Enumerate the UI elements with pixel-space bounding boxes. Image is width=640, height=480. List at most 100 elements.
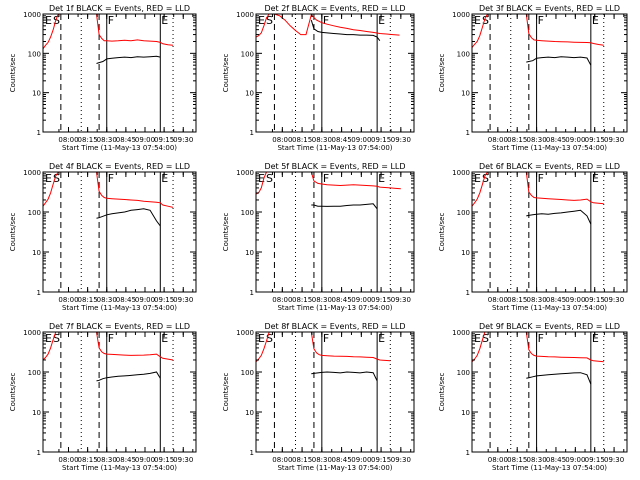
x-tick-label: 08:15: [507, 456, 527, 464]
y-tick-label: 1: [466, 449, 470, 457]
x-tick-label: 09:30: [173, 456, 193, 464]
marker-label-e: E: [258, 332, 265, 345]
marker-label-e: E: [258, 172, 265, 185]
marker-label-f: F: [323, 14, 329, 27]
events-series-line: [526, 56, 592, 66]
y-tick-label: 100: [241, 369, 254, 377]
x-tick-label: 08:30: [312, 296, 332, 304]
marker-label-e: E: [474, 14, 481, 27]
x-axis-label: Start Time (11-May-13 07:54:00): [492, 304, 607, 312]
x-tick-label: 08:45: [546, 456, 566, 464]
plot-frame: [42, 171, 197, 293]
x-tick-label: 08:15: [78, 456, 98, 464]
marker-label-f: F: [108, 14, 114, 27]
y-axis-label: Counts/sec: [438, 373, 446, 412]
x-tick-label: 08:30: [97, 136, 117, 144]
marker-label-e: E: [161, 332, 168, 345]
x-tick-label: 08:30: [312, 456, 332, 464]
x-tick-label: 08:00: [488, 136, 508, 144]
y-tick-label: 1000: [236, 11, 254, 19]
y-tick-label: 1000: [452, 11, 470, 19]
x-tick-label: 08:15: [507, 296, 527, 304]
y-axis-label: Counts/sec: [222, 54, 230, 93]
x-tick-label: 08:30: [526, 296, 546, 304]
events-series-line: [96, 208, 161, 227]
marker-label-e: E: [592, 172, 599, 185]
x-tick-label: 08:45: [116, 456, 136, 464]
marker-label-e: E: [45, 172, 52, 185]
panel-title: Det 6f BLACK = Events, RED = LLD: [479, 162, 620, 171]
x-tick-label: 09:15: [585, 456, 605, 464]
panel-title: Det 9f BLACK = Events, RED = LLD: [479, 322, 620, 331]
y-axis-label: Counts/sec: [438, 54, 446, 93]
x-tick-label: 09:30: [391, 296, 411, 304]
x-tick-label: 09:15: [371, 456, 391, 464]
panel-title: Det 2f BLACK = Events, RED = LLD: [264, 4, 405, 13]
x-tick-label: 08:15: [78, 296, 98, 304]
plot-frame: [471, 13, 628, 133]
lld-series-line: [256, 172, 401, 195]
marker-label-s: S: [266, 332, 273, 345]
x-tick-label: 08:15: [507, 136, 527, 144]
lld-series-line: [472, 14, 604, 48]
y-axis-label: Counts/sec: [9, 373, 17, 412]
y-tick-label: 1: [250, 129, 254, 137]
x-tick-label: 09:30: [391, 136, 411, 144]
x-tick-label: 08:15: [78, 136, 98, 144]
y-tick-label: 10: [245, 409, 254, 417]
x-tick-label: 09:30: [604, 136, 624, 144]
y-tick-label: 1: [37, 129, 41, 137]
x-axis-label: Start Time (11-May-13 07:54:00): [277, 304, 392, 312]
x-tick-label: 08:00: [58, 296, 78, 304]
panel-title: Det 7f BLACK = Events, RED = LLD: [49, 322, 190, 331]
x-axis-label: Start Time (11-May-13 07:54:00): [62, 464, 177, 472]
events-series-line: [526, 372, 592, 385]
x-tick-label: 09:30: [173, 296, 193, 304]
x-tick-label: 08:30: [97, 296, 117, 304]
x-tick-label: 08:00: [272, 296, 292, 304]
marker-label-e: E: [592, 14, 599, 27]
plot-frame: [471, 171, 628, 293]
x-tick-label: 09:15: [585, 136, 605, 144]
x-tick-label: 09:00: [351, 456, 371, 464]
y-tick-label: 1: [466, 129, 470, 137]
x-axis-label: Start Time (11-May-13 07:54:00): [277, 464, 392, 472]
x-tick-label: 08:00: [272, 136, 292, 144]
plot-frame: [42, 13, 197, 133]
events-series-line: [311, 203, 378, 210]
plot-frame: [255, 171, 415, 293]
marker-label-f: F: [538, 332, 544, 345]
x-tick-label: 09:15: [371, 296, 391, 304]
x-tick-label: 08:45: [331, 296, 351, 304]
x-axis-label: Start Time (11-May-13 07:54:00): [62, 304, 177, 312]
plot-frame: [255, 331, 415, 453]
x-tick-label: 08:15: [292, 136, 312, 144]
marker-label-f: F: [538, 172, 544, 185]
y-tick-label: 10: [461, 90, 470, 98]
x-tick-label: 08:30: [526, 456, 546, 464]
marker-label-s: S: [53, 332, 60, 345]
panel-title: Det 1f BLACK = Events, RED = LLD: [49, 4, 190, 13]
x-tick-label: 08:15: [292, 296, 312, 304]
x-tick-label: 09:30: [604, 456, 624, 464]
panel-title: Det 8f BLACK = Events, RED = LLD: [264, 322, 405, 331]
y-tick-label: 100: [28, 369, 41, 377]
x-tick-label: 09:30: [391, 456, 411, 464]
y-axis-label: Counts/sec: [9, 54, 17, 93]
events-series-line: [96, 55, 161, 64]
plot-frame: [42, 331, 197, 453]
x-axis-label: Start Time (11-May-13 07:54:00): [492, 464, 607, 472]
marker-label-f: F: [108, 172, 114, 185]
x-tick-label: 08:00: [272, 456, 292, 464]
marker-label-s: S: [266, 14, 273, 27]
marker-label-e: E: [378, 172, 385, 185]
y-tick-label: 10: [32, 249, 41, 257]
x-tick-label: 09:30: [173, 136, 193, 144]
y-axis-label: Counts/sec: [222, 373, 230, 412]
x-axis-label: Start Time (11-May-13 07:54:00): [492, 144, 607, 152]
marker-label-f: F: [323, 172, 329, 185]
